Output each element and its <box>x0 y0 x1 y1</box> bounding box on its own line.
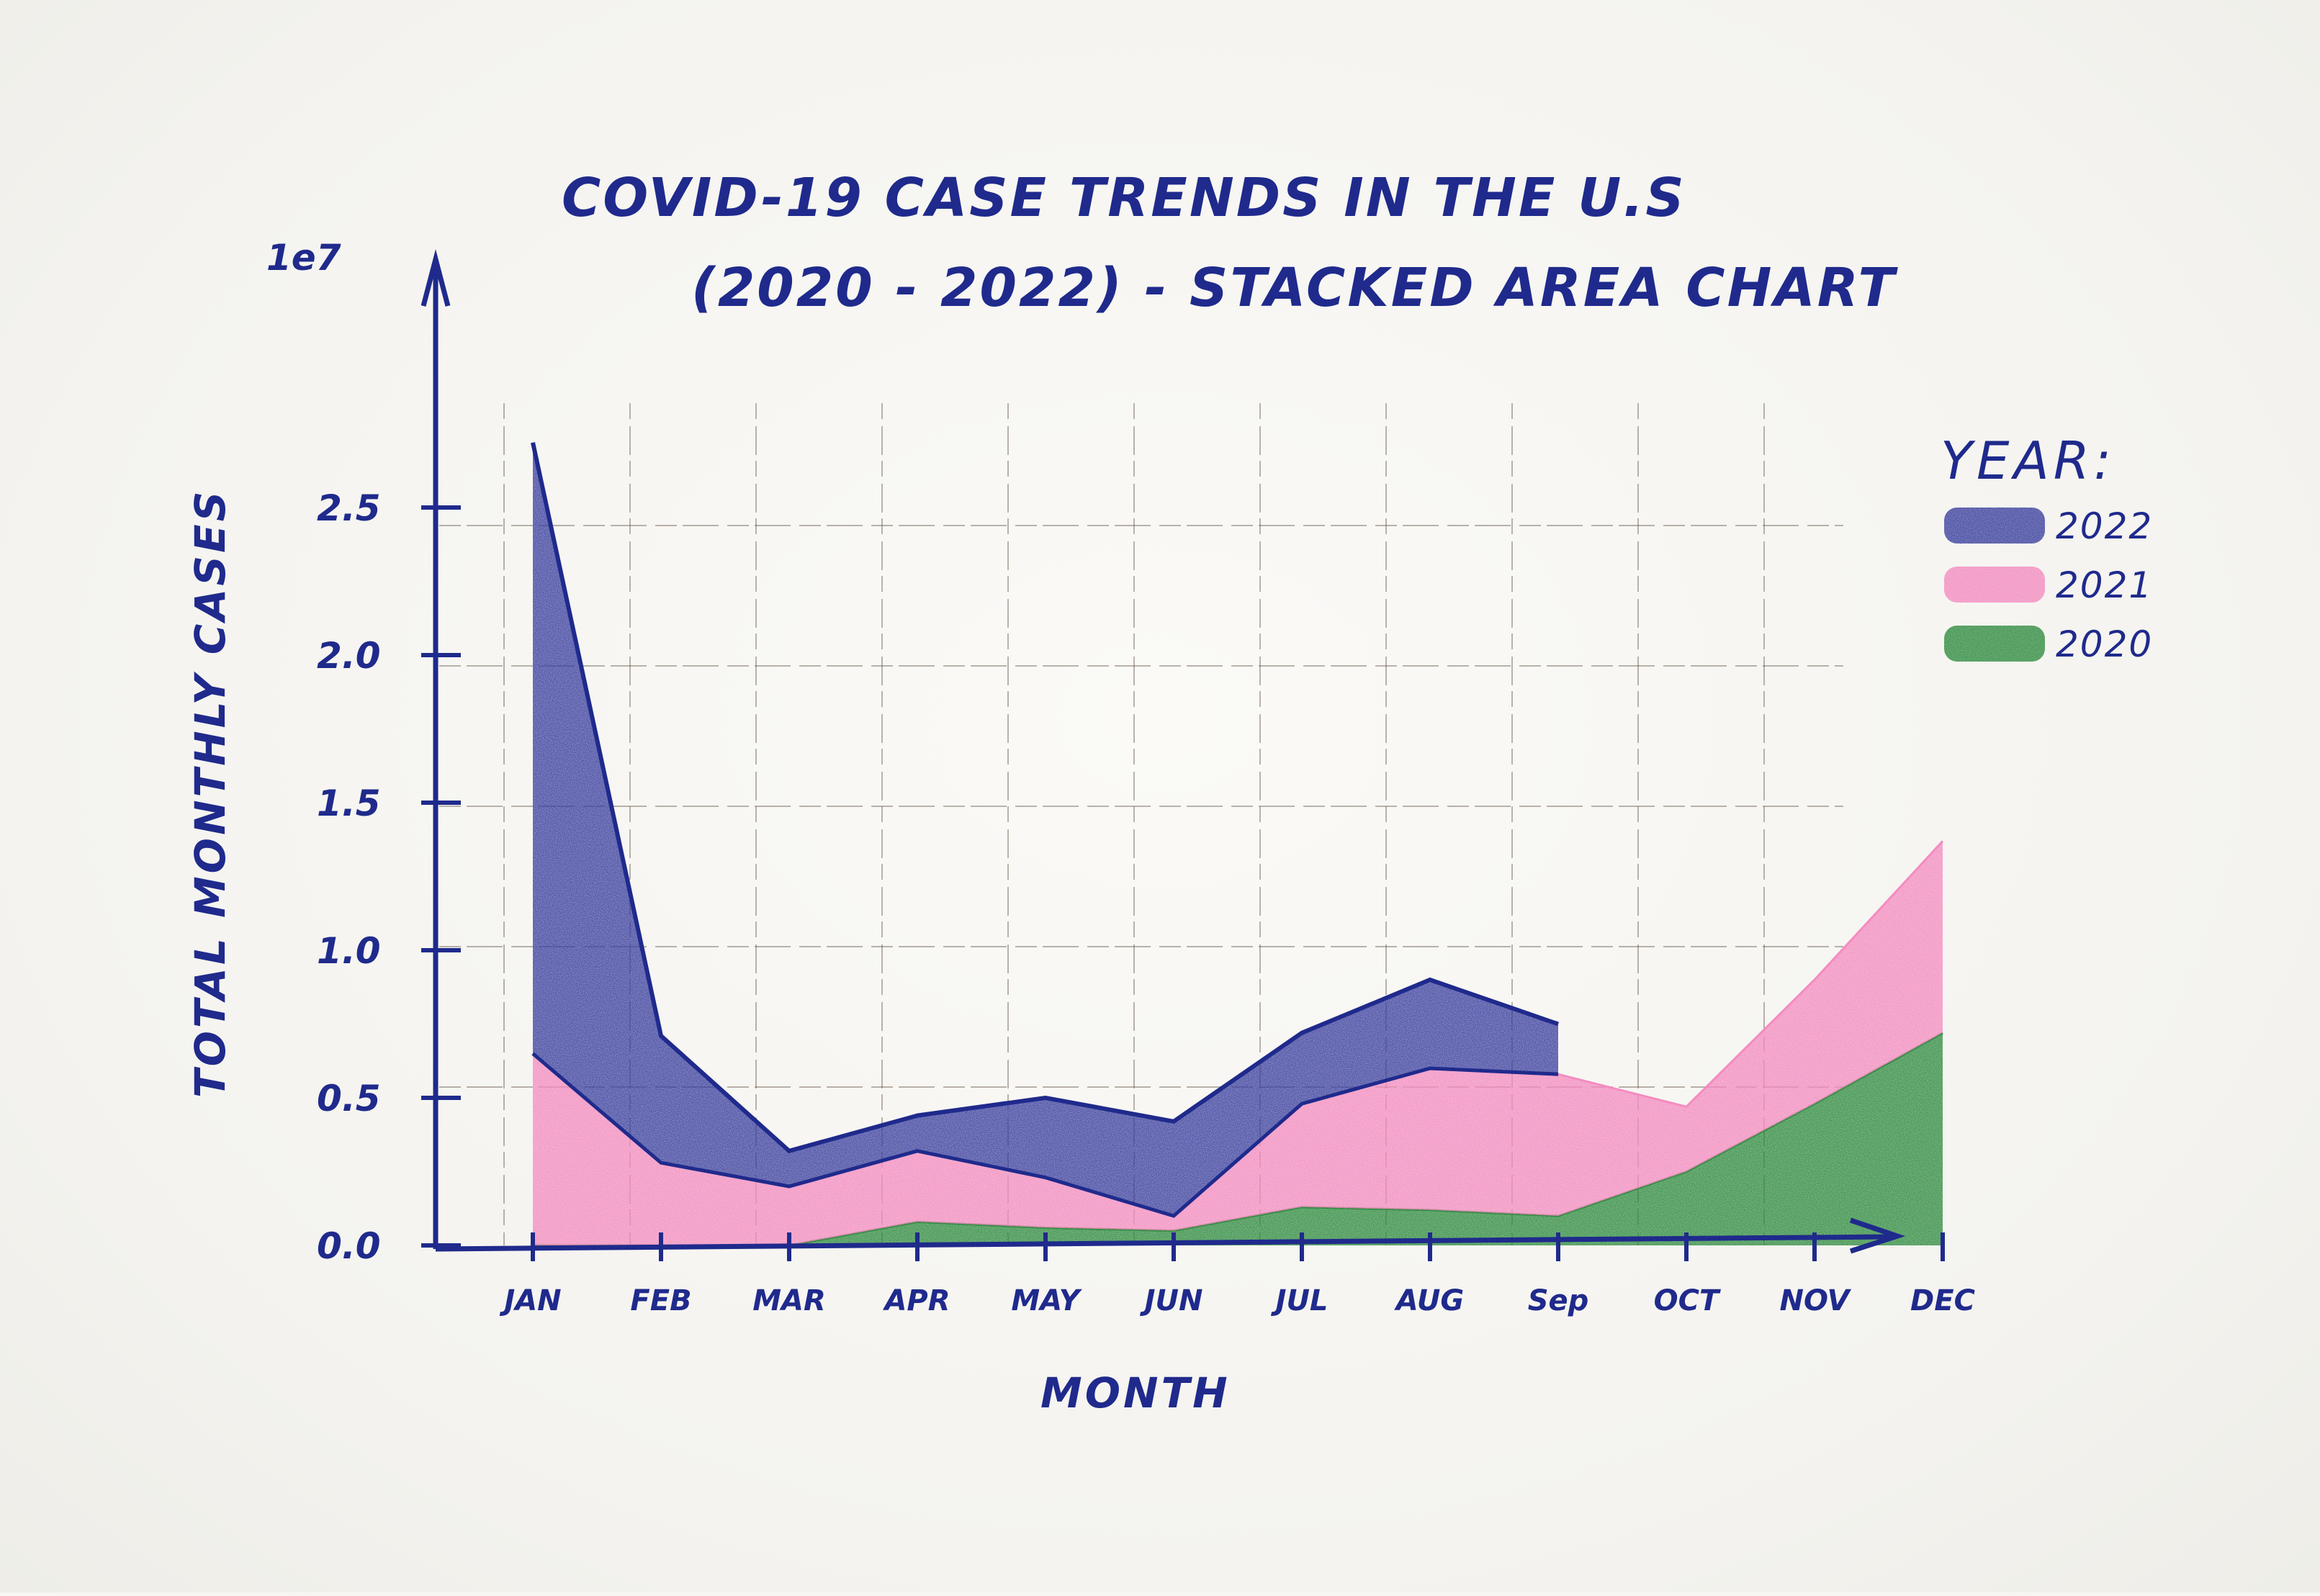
x-tick-label: DEC <box>1910 1284 1975 1317</box>
y-tick-label: 1.5 <box>317 783 381 824</box>
y-tick-group: 0.0 0.5 1.0 1.5 2.0 2.5 <box>317 487 461 1267</box>
x-tick-label: NOV <box>1779 1284 1851 1317</box>
legend-label-2020: 2020 <box>2056 623 2153 665</box>
y-multiplier-label: 1e7 <box>266 237 341 279</box>
area-series-group <box>531 442 1944 1247</box>
x-tick-label: Sep <box>1528 1284 1589 1317</box>
x-axis-label: MONTH <box>1040 1369 1231 1417</box>
x-tick-label: MAY <box>1011 1284 1082 1317</box>
axes <box>421 249 1906 1254</box>
y-axis-arrow-icon <box>421 249 451 307</box>
legend-swatch-texture-2020 <box>1944 626 2045 662</box>
x-tick-label: JAN <box>499 1284 561 1317</box>
x-tick-group: JAN FEB MAR APR MAY JUN JUL AUG Sep OCT NOV DEC <box>499 1232 1975 1317</box>
x-tick-label: JUL <box>1271 1284 1328 1317</box>
x-tick-label: MAR <box>752 1284 826 1317</box>
x-axis-line <box>435 1234 1891 1252</box>
y-tick-label: 0.0 <box>317 1225 381 1267</box>
y-tick-label: 2.0 <box>317 635 381 677</box>
legend-swatch-texture-2022 <box>1944 508 2045 544</box>
legend-item-2022: 2022 <box>1944 505 2153 547</box>
x-tick-label: AUG <box>1394 1284 1464 1317</box>
y-tick-label: 0.5 <box>317 1078 381 1119</box>
legend-item-2021: 2021 <box>1944 564 2153 606</box>
legend-label-2021: 2021 <box>2056 564 2153 606</box>
area-series-2022 <box>531 442 1559 1218</box>
legend-item-2020: 2020 <box>1944 623 2153 665</box>
chart-title-line1: COVID-19 CASE TRENDS IN THE U.S <box>562 167 1686 229</box>
legend-label-2022: 2022 <box>2056 505 2153 547</box>
y-tick-label: 2.5 <box>317 487 381 529</box>
legend-title: YEAR: <box>1941 430 2116 491</box>
x-tick-label: OCT <box>1654 1284 1721 1317</box>
legend: YEAR: 2022 2021 2020 <box>1941 430 2153 665</box>
x-tick-label: APR <box>882 1284 950 1317</box>
x-axis-arrow-icon <box>1849 1217 1906 1254</box>
x-tick-label: FEB <box>630 1284 691 1317</box>
legend-swatch-texture-2021 <box>1944 567 2045 603</box>
x-tick-label: JUN <box>1140 1284 1203 1317</box>
y-axis-label: TOTAL MONTHLY CASES <box>186 489 235 1098</box>
area-top-edge-2022 <box>531 442 1559 1154</box>
area-bottom-edge-2022 <box>531 1052 1559 1218</box>
chart-title-line2: (2020 - 2022) - STACKED AREA CHART <box>691 257 1898 319</box>
y-tick-label: 1.0 <box>317 930 381 972</box>
area-texture-2020 <box>533 1032 1943 1245</box>
area-texture-2021 <box>533 841 1943 1245</box>
